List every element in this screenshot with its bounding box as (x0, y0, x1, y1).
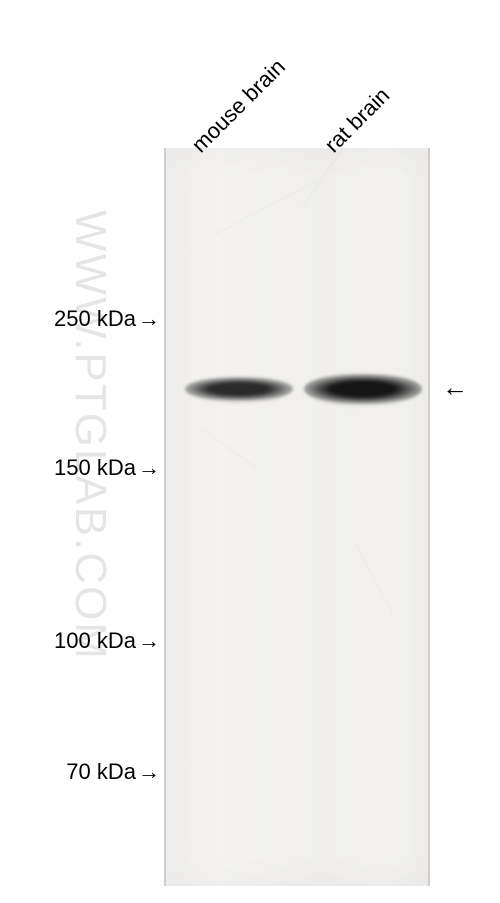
mw-label-150: 150 kDa→ (0, 455, 160, 481)
arrow-right-icon: → (138, 759, 160, 785)
blot-edge-right (428, 148, 430, 886)
arrow-right-icon: → (138, 306, 160, 332)
mw-text: 250 kDa (54, 306, 136, 331)
target-arrow-icon: ← (442, 372, 468, 403)
lane-label-mouse-brain: mouse brain (187, 54, 291, 158)
arrow-right-icon: → (138, 455, 160, 481)
mw-label-70: 70 kDa→ (0, 759, 160, 785)
band-lane0 (185, 377, 293, 401)
watermark-text: WWW.PTGLAB.COM (65, 210, 115, 661)
mw-text: 150 kDa (54, 455, 136, 480)
mw-label-250: 250 kDa→ (0, 306, 160, 332)
blot-membrane (164, 148, 430, 886)
mw-text: 70 kDa (66, 759, 136, 784)
membrane-scratch (200, 428, 258, 469)
lane-label-rat-brain: rat brain (320, 83, 395, 158)
blot-edge-left (164, 148, 166, 886)
band-lane1 (304, 374, 422, 404)
mw-text: 100 kDa (54, 628, 136, 653)
mw-label-100: 100 kDa→ (0, 628, 160, 654)
figure-root: WWW.PTGLAB.COM mouse brain rat brain 250… (0, 0, 500, 903)
membrane-scratch (355, 543, 393, 614)
membrane-scratch (211, 180, 317, 237)
arrow-right-icon: → (138, 628, 160, 654)
